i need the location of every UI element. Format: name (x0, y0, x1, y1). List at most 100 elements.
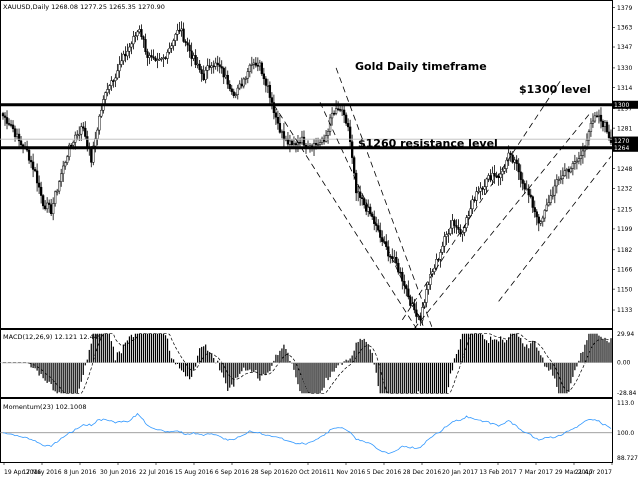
price-candle (226, 70, 229, 89)
candle-body (326, 131, 330, 136)
price-candle (427, 281, 430, 295)
macd-bar (544, 362, 546, 367)
candle-body (529, 194, 532, 197)
candle-body (336, 108, 340, 110)
candle-body (547, 202, 550, 206)
price-candle (355, 169, 358, 201)
level-1260-annotation: $1260 resistance level (358, 137, 498, 150)
macd-bar (363, 338, 365, 363)
macd-bar (447, 362, 450, 388)
macd-bar (72, 362, 74, 394)
macd-bar (600, 336, 602, 363)
price-candle (491, 166, 494, 185)
candle-body (236, 87, 239, 95)
candle-body (224, 74, 227, 78)
price-pane-frame (0, 0, 613, 329)
price-candle (537, 213, 540, 232)
candle-body (475, 191, 478, 201)
price-candle (523, 180, 526, 195)
macd-bar (516, 333, 518, 363)
candle-body (467, 215, 470, 218)
candle-body (401, 271, 404, 282)
price-candle (561, 167, 564, 185)
macd-bar (383, 362, 385, 394)
price-candle (599, 107, 603, 129)
candle-body (276, 117, 280, 124)
candle-body (39, 186, 43, 196)
price-candle (112, 79, 115, 88)
price-candle (106, 82, 109, 97)
macd-bar (130, 334, 133, 363)
candle-body (146, 51, 149, 58)
candle-body (106, 89, 109, 93)
candle-body (395, 257, 398, 264)
candle-body (340, 109, 344, 112)
price-candle (381, 230, 384, 246)
candle-body (587, 131, 591, 141)
candle-body (9, 124, 13, 126)
candle-body (437, 259, 440, 261)
price-candle (50, 198, 53, 217)
price-y-tick-label: 1330 (617, 65, 632, 72)
price-candle (469, 200, 472, 218)
macd-bar (435, 362, 438, 394)
candle-body (288, 140, 292, 145)
macd-bar (197, 355, 199, 363)
macd-bar (498, 341, 500, 363)
price-candle (605, 120, 609, 134)
price-candle (82, 122, 85, 132)
macd-bar (417, 362, 419, 392)
candle-body (381, 237, 384, 242)
candle-body (130, 43, 133, 48)
macd-bar (138, 333, 141, 363)
price-candle (154, 55, 157, 62)
price-candle (204, 66, 207, 84)
price-candle (473, 196, 476, 203)
macd-bar (479, 333, 482, 363)
candle-body (92, 145, 95, 163)
candle-body (348, 126, 352, 142)
candle-body (294, 143, 298, 146)
macd-bar (66, 362, 68, 394)
candle-body (465, 217, 468, 229)
macd-bar (100, 333, 102, 363)
candle-body (218, 64, 221, 67)
candle-body (557, 179, 560, 181)
macd-bar (367, 344, 369, 363)
price-candle (575, 157, 579, 170)
macd-bar (397, 362, 399, 394)
price-candle (242, 77, 245, 89)
price-candle (41, 194, 45, 210)
candle-body (559, 178, 562, 180)
macd-bar (560, 362, 562, 394)
macd-bar (82, 362, 84, 375)
macd-bar (490, 336, 492, 363)
candle-body (238, 83, 241, 89)
price-candle (126, 43, 129, 61)
price-candle (5, 110, 9, 130)
macd-bar (30, 362, 32, 368)
candle-body (54, 191, 57, 204)
macd-bar (564, 362, 566, 394)
price-y-tick-label: 1133 (617, 307, 632, 314)
x-tick-label: 8 Jun 2016 (64, 469, 96, 476)
candle-body (98, 115, 101, 131)
macd-bar (269, 362, 271, 372)
price-y-tick-label: 1215 (617, 206, 632, 213)
macd-bar (178, 362, 181, 369)
price-y-tick-label: 1363 (617, 25, 632, 32)
price-candle (156, 52, 159, 69)
macd-bar (195, 362, 197, 367)
candle-body (122, 53, 125, 62)
macd-bar (371, 352, 373, 363)
x-tick-label: 29 Mar 2017 (555, 469, 593, 476)
price-candle (272, 94, 276, 120)
candle-body (353, 157, 356, 174)
price-candle (342, 105, 346, 123)
candle-body (204, 70, 207, 80)
price-candle (268, 81, 272, 104)
price-candle (521, 172, 524, 191)
candle-body (355, 172, 358, 194)
candle-body (266, 85, 270, 87)
